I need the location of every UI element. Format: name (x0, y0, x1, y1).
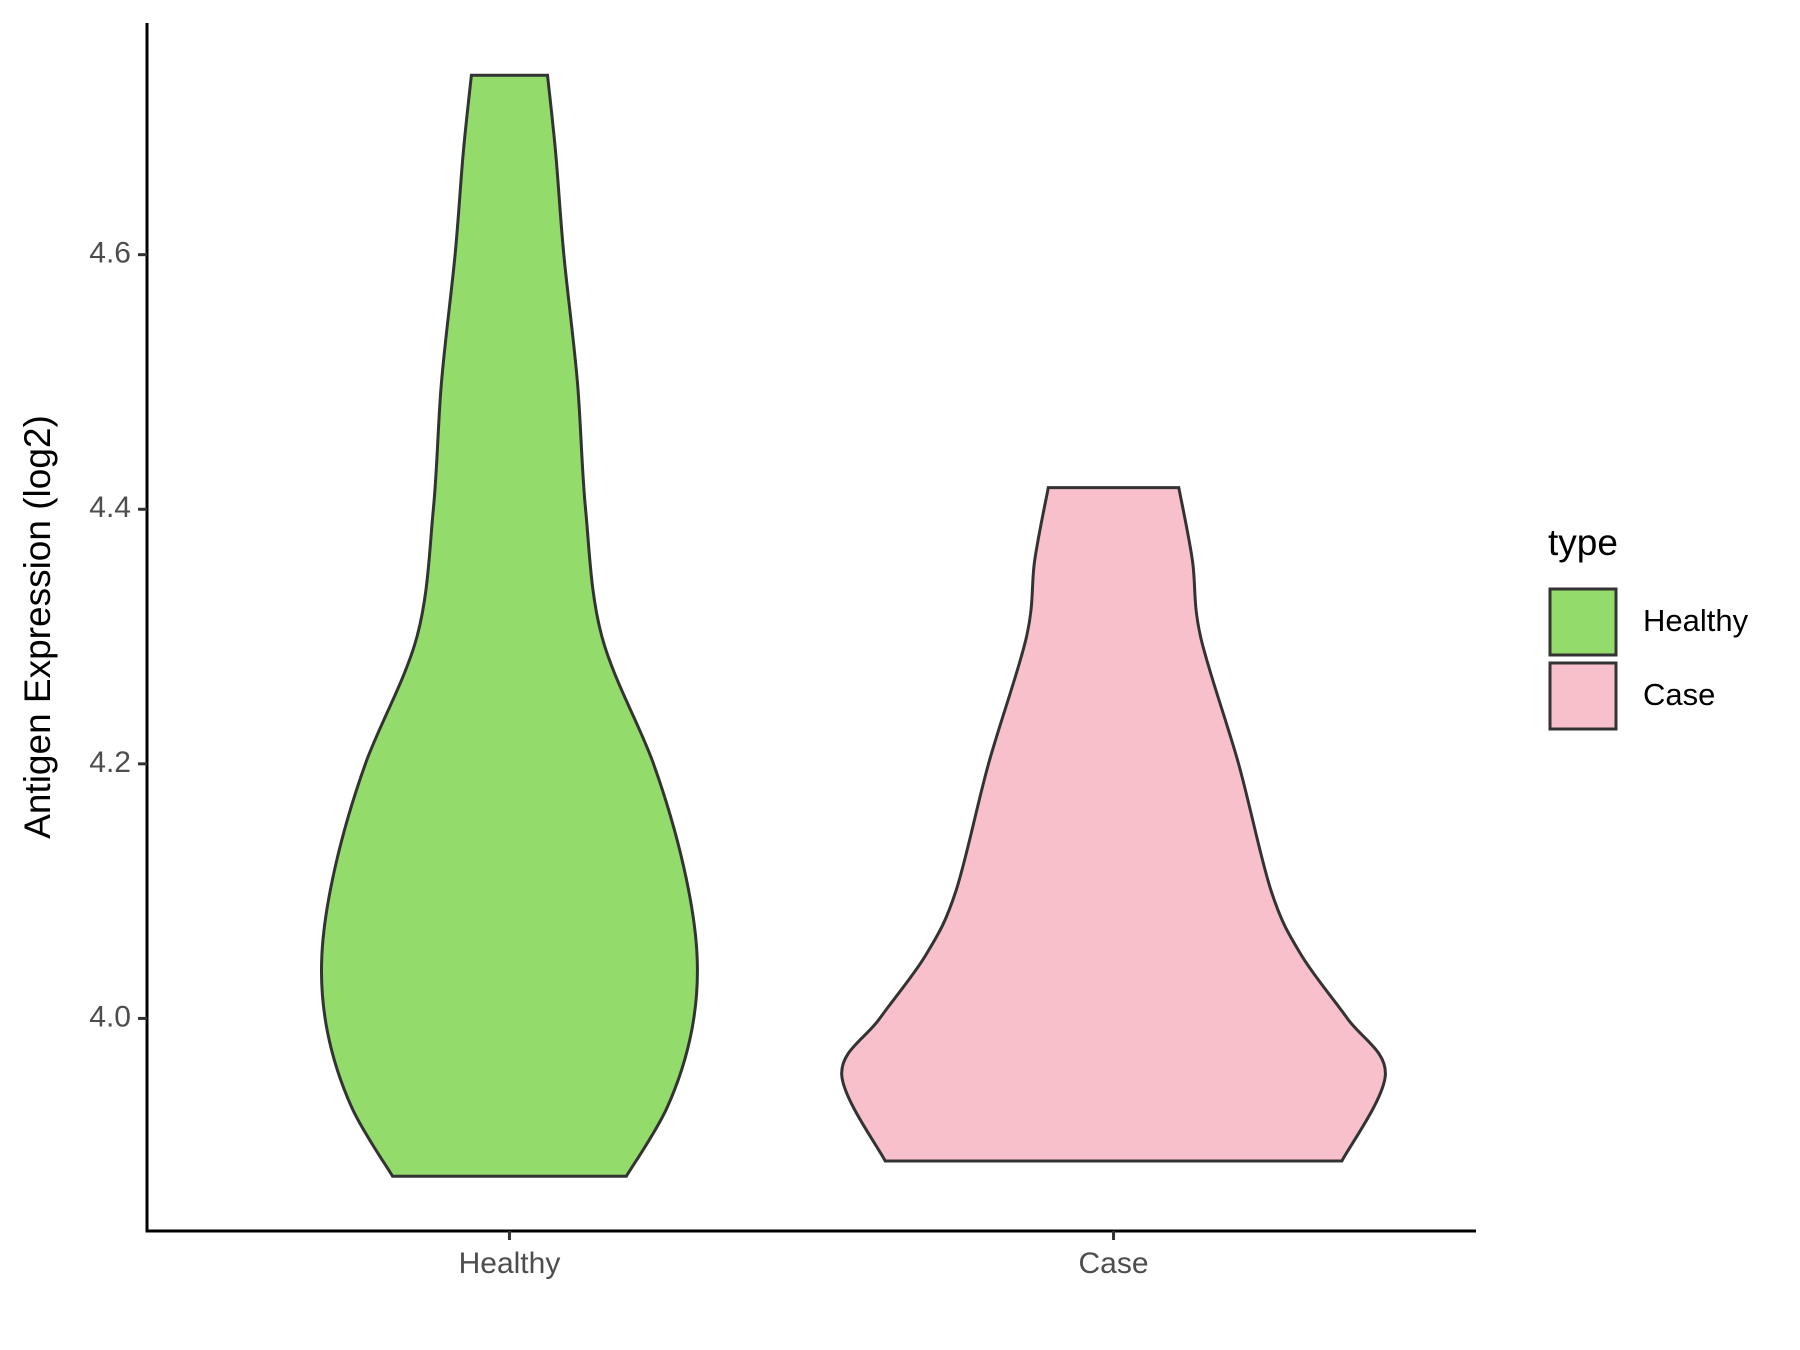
x-tick-label: Case (1079, 1247, 1149, 1280)
legend-key (1548, 587, 1618, 657)
y-tick-label: 4.2 (89, 746, 131, 779)
legend-label: Case (1643, 677, 1715, 712)
x-tick-label: Healthy (459, 1247, 561, 1280)
y-tick-label: 4.0 (89, 1000, 131, 1033)
y-tick-label: 4.6 (89, 237, 131, 270)
legend-key (1548, 661, 1618, 731)
violin (319, 73, 699, 1178)
legend-label: Healthy (1643, 603, 1749, 638)
y-tick-label: 4.4 (89, 491, 131, 524)
legend-title: type (1548, 522, 1618, 563)
violin (840, 486, 1387, 1163)
y-axis-title: Antigen Expression (log2) (17, 415, 58, 839)
